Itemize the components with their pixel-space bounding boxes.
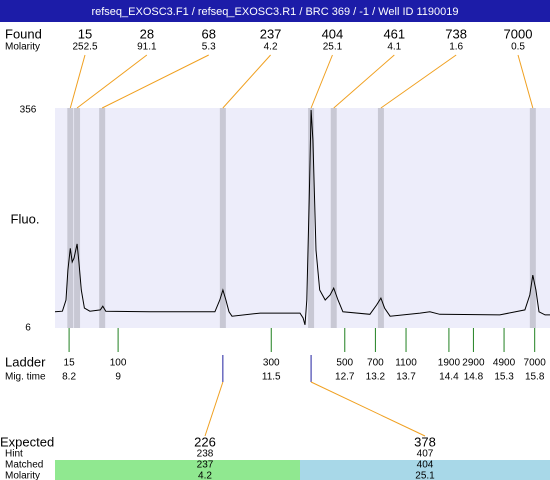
peak-band <box>330 108 337 328</box>
found-molarity: 4.2 <box>264 42 278 53</box>
found-size: 7000 <box>504 26 533 41</box>
peak-connector <box>380 54 457 109</box>
peak-band <box>377 108 384 328</box>
peak-band <box>308 108 315 328</box>
mig-time-label: Mig. time <box>5 372 46 383</box>
matched-band <box>300 460 550 480</box>
expected-size: 378 <box>414 434 436 449</box>
expected-molarity: 25.1 <box>415 471 435 480</box>
found-molarity: 4.1 <box>387 42 401 53</box>
peak-band <box>219 108 226 328</box>
found-size: 15 <box>78 26 92 41</box>
ladder-size: 2900 <box>462 358 485 369</box>
matched: 404 <box>417 460 434 471</box>
found-molarity: 252.5 <box>72 42 97 53</box>
ladder-size: 700 <box>367 358 384 369</box>
ladder-size: 500 <box>336 358 353 369</box>
expected-label: Expected <box>0 434 54 449</box>
found-molarity: 25.1 <box>323 42 343 53</box>
expected-size: 226 <box>194 434 216 449</box>
expected-connector <box>204 381 224 437</box>
peak-connector <box>310 54 333 109</box>
ladder-time: 13.7 <box>396 372 416 383</box>
peak-connector <box>101 54 209 109</box>
ladder-size: 100 <box>110 358 127 369</box>
plot-area <box>55 108 550 328</box>
ladder-size: 4900 <box>493 358 516 369</box>
title-bar <box>0 0 550 22</box>
hint: 238 <box>197 449 214 460</box>
ladder-size: 300 <box>263 358 280 369</box>
found-size: 237 <box>260 26 282 41</box>
molarity-label: Molarity <box>5 42 40 53</box>
peak-band <box>74 108 81 328</box>
ladder-time: 14.8 <box>464 372 484 383</box>
found-size: 461 <box>383 26 405 41</box>
y-tick-label: 6 <box>25 323 31 334</box>
peak-connector <box>333 54 395 109</box>
ladder-size: 7000 <box>524 358 547 369</box>
peak-band <box>529 108 536 328</box>
y-label: Fluo. <box>11 211 40 226</box>
peak-connector <box>517 54 534 109</box>
ladder-time: 15.3 <box>494 372 514 383</box>
ladder-time: 8.2 <box>62 372 76 383</box>
ladder-time: 11.5 <box>262 372 281 383</box>
matched-label: Matched <box>5 460 43 471</box>
hint: 407 <box>417 449 434 460</box>
ladder-size: 15 <box>64 358 76 369</box>
expected-molarity-label: Molarity <box>5 471 40 480</box>
peak-band <box>99 108 106 328</box>
found-size: 404 <box>322 26 344 41</box>
found-size: 738 <box>445 26 467 41</box>
found-molarity: 0.5 <box>511 42 525 53</box>
peak-connector <box>222 54 271 109</box>
found-size: 28 <box>140 26 154 41</box>
found-size: 68 <box>201 26 215 41</box>
matched-band <box>55 460 300 480</box>
hint-label: Hint <box>5 449 23 460</box>
ladder-label: Ladder <box>5 354 46 369</box>
peak-connector <box>76 54 148 109</box>
ladder-time: 12.7 <box>335 372 355 383</box>
found-molarity: 5.3 <box>202 42 216 53</box>
found-molarity: 1.6 <box>449 42 463 53</box>
y-tick-label: 356 <box>20 105 37 116</box>
title: refseq_EXOSC3.F1 / refseq_EXOSC3.R1 / BR… <box>91 6 458 18</box>
expected-connector <box>310 381 426 437</box>
found-molarity: 91.1 <box>137 42 157 53</box>
peak-connector <box>69 54 86 109</box>
trace <box>54 109 550 326</box>
expected-molarity: 4.2 <box>198 471 212 480</box>
found-label: Found <box>5 26 42 41</box>
ladder-time: 14.4 <box>439 372 459 383</box>
peak-band <box>67 108 74 328</box>
ladder-size: 1900 <box>438 358 461 369</box>
ladder-time: 13.2 <box>366 372 386 383</box>
ladder-size: 1100 <box>395 358 417 369</box>
ladder-time: 9 <box>115 372 121 383</box>
ladder-time: 15.8 <box>525 372 545 383</box>
matched: 237 <box>197 460 214 471</box>
